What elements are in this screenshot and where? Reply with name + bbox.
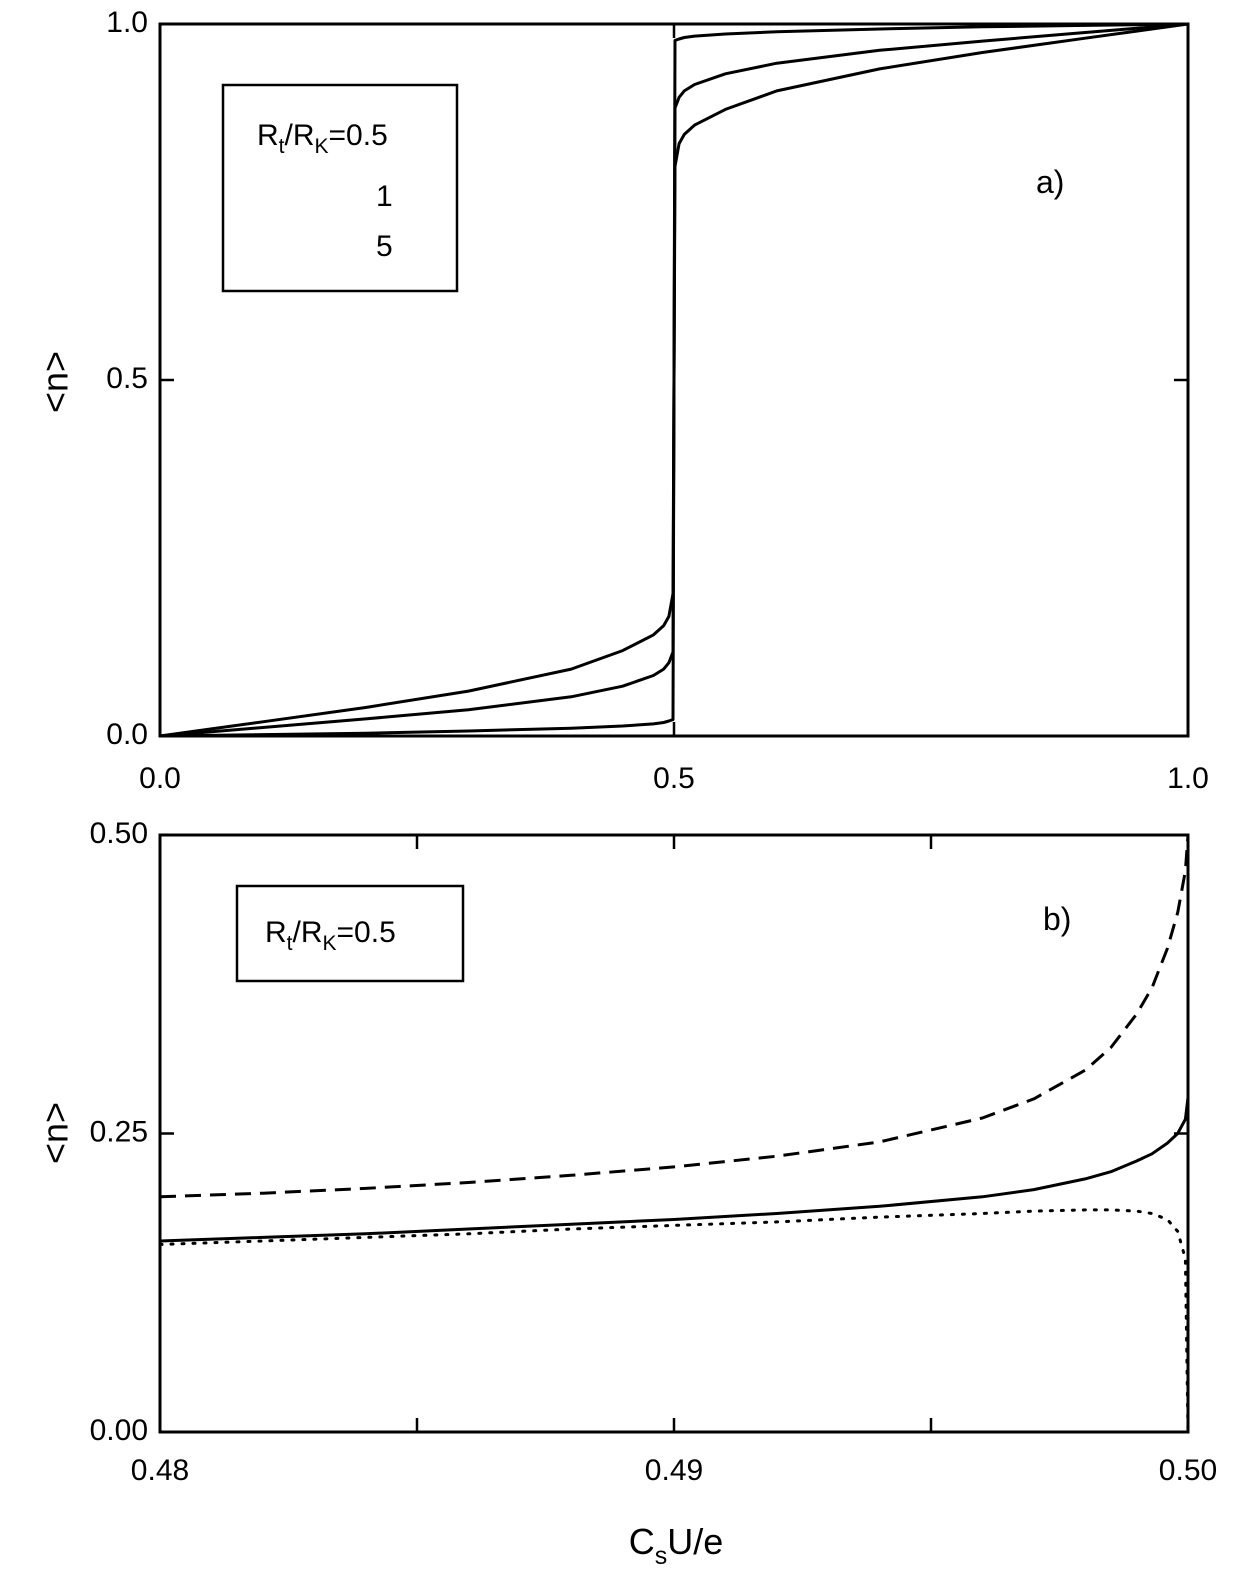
panel-b-legend-entry: Rt/RK=0.5 (265, 916, 396, 955)
panel-a-legend-box (221, 83, 459, 293)
x-axis-title: CsU/e (629, 1521, 724, 1570)
panel-b-ytick-label: 0.25 (90, 1115, 148, 1148)
panel-b-ylabel: <n> (35, 1102, 76, 1164)
panel-a-xtick-label: 1.0 (1167, 762, 1209, 795)
panel-a-series (159, 22, 1189, 738)
panel-a-legend: Rt/RK=0.5 1 5 (221, 83, 459, 293)
panel-b-legend-box (235, 884, 465, 983)
panel-a-series-3-line (159, 22, 1189, 738)
panel-b-xtick-label: 0.49 (645, 1454, 703, 1487)
panel-b-series-1-line (159, 834, 1190, 1199)
panel-a-ytick-label: 1.0 (106, 6, 148, 39)
panel-b-ytick-label: 0.50 (90, 817, 148, 850)
panel-a-xtick-label: 0.5 (653, 762, 695, 795)
panel-b-label: b) (1043, 901, 1071, 937)
panel-a-label: a) (1036, 164, 1064, 200)
panel-a-legend-entry-3: 5 (376, 230, 393, 263)
panel-a-ytick-label: 0.5 (106, 362, 148, 395)
panel-b-xtick-label: 0.50 (1159, 1454, 1217, 1487)
panel-a-legend-entry-1: Rt/RK=0.5 (257, 119, 388, 158)
panel-a-legend-entry-2: 1 (376, 180, 393, 213)
panel-a-tick-labels: 0.0 0.5 1.0 0.0 0.5 1.0 (106, 6, 1209, 795)
panel-b-series-3-line (158, 1208, 1190, 1434)
panel-b-series-2-line (159, 1097, 1190, 1243)
panel-a-ylabel: <n> (35, 351, 76, 413)
panel-b-xtick-label: 0.48 (131, 1454, 189, 1487)
panel-b-tick-labels: 0.48 0.49 0.50 0.00 0.25 0.50 (90, 817, 1218, 1487)
panel-a-ytick-label: 0.0 (106, 718, 148, 751)
panel-b-legend: Rt/RK=0.5 (235, 884, 465, 983)
panel-b-series (158, 834, 1190, 1434)
panel-a-xtick-label: 0.0 (139, 762, 181, 795)
panel-b-ytick-label: 0.00 (90, 1414, 148, 1447)
